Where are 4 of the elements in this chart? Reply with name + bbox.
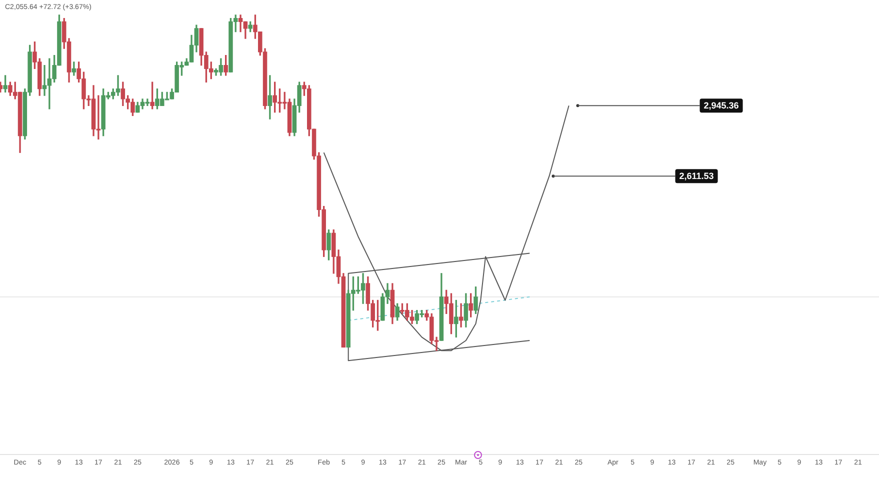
candlestick bbox=[268, 75, 272, 120]
annotation: 2,611.53 bbox=[679, 171, 714, 182]
annotation: 2,945.36 bbox=[704, 100, 739, 111]
candlestick bbox=[458, 303, 464, 328]
